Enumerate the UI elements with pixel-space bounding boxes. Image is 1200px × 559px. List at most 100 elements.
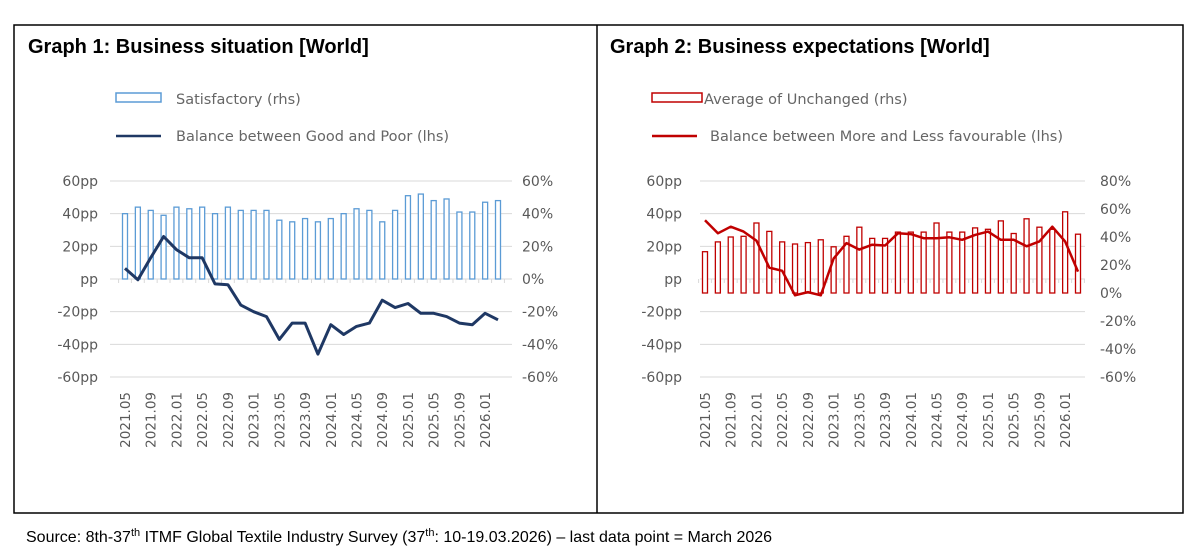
x-tick-label: 2024.05 <box>930 392 946 448</box>
bar-28 <box>1061 211 1069 294</box>
bar-25 <box>443 198 450 280</box>
bar-0 <box>121 213 129 280</box>
bar-8 <box>224 206 232 280</box>
right-tick-label: 0% <box>1100 286 1122 302</box>
x-tick-label: 2023.09 <box>298 392 314 448</box>
right-tick-label: 60% <box>522 174 553 190</box>
right-tick-label: -40% <box>1100 342 1136 358</box>
left-tick-label: 20pp <box>646 239 682 255</box>
bar-16 <box>327 217 334 280</box>
left-tick-label: -20pp <box>57 305 98 321</box>
right-tick-label: -20% <box>1100 314 1136 330</box>
right-tick-label: 0% <box>522 272 544 288</box>
x-tick-label: 2025.01 <box>981 392 997 448</box>
legend-label-balance: Balance between More and Less favourable… <box>710 129 1063 145</box>
bar-18 <box>933 222 940 294</box>
graph2-legend: Average of Unchanged (rhs) Balance betwe… <box>651 92 1063 145</box>
left-tick-label: 20pp <box>62 239 98 255</box>
bar-19 <box>366 209 373 280</box>
right-tick-label: -40% <box>522 337 558 353</box>
bar-21 <box>971 227 979 294</box>
bar-7 <box>791 243 799 294</box>
bar-3 <box>740 235 747 294</box>
bar-13 <box>289 221 296 280</box>
bar-16 <box>907 231 914 294</box>
left-tick-label: -40pp <box>57 337 98 353</box>
bar-1 <box>714 241 722 294</box>
x-tick-label: 2022.09 <box>801 392 817 448</box>
right-tick-label: 60% <box>1100 202 1131 218</box>
x-tick-label: 2021.09 <box>144 392 160 448</box>
bar-17 <box>920 231 927 294</box>
source-sup2: th <box>425 527 434 539</box>
right-tick-label: 20% <box>1100 258 1131 274</box>
left-tick-label: 60pp <box>646 174 682 190</box>
x-tick-label: 2026.01 <box>478 392 494 448</box>
left-tick-label: pp <box>80 272 98 288</box>
bar-15 <box>314 221 322 280</box>
bar-9 <box>237 209 244 280</box>
bar-26 <box>456 211 463 280</box>
x-tick-label: 2022.09 <box>221 392 237 448</box>
bar-29 <box>494 199 502 280</box>
bar-28 <box>481 201 489 280</box>
balance-line <box>124 235 499 356</box>
figure-frame <box>13 24 1184 514</box>
x-tick-label: 2026.01 <box>1058 392 1074 448</box>
source-prefix: Source: 8th-37 <box>26 529 131 546</box>
bar-24 <box>1010 232 1017 294</box>
bar-12 <box>856 226 863 294</box>
bar-14 <box>881 237 889 294</box>
bar-18 <box>353 208 360 280</box>
bar-3 <box>160 214 167 280</box>
bar-8 <box>804 241 812 294</box>
bar-13 <box>869 237 876 294</box>
bar-15 <box>894 231 902 294</box>
x-tick-label: 2025.09 <box>452 392 468 448</box>
left-tick-label: pp <box>664 272 682 288</box>
bar-4 <box>753 222 760 294</box>
source-middle: ITMF Global Textile Industry Survey (37 <box>140 529 425 546</box>
bar-6 <box>779 241 786 294</box>
x-tick-label: 2023.01 <box>827 392 843 448</box>
source-sup1: th <box>131 527 140 539</box>
graph1-plot: 60pp 40pp 20pp pp -20pp -40pp -60pp 60% 40% 20% 0%… <box>57 174 558 448</box>
bar-19 <box>946 231 953 294</box>
x-tick-label: 2022.01 <box>169 392 185 448</box>
bar-2 <box>147 209 154 280</box>
source-note: Source: 8th-37th ITMF Global Textile Ind… <box>26 527 772 546</box>
bar-10 <box>830 246 837 294</box>
bar-25 <box>1023 218 1030 294</box>
graph1-title: Graph 1: Business situation [World] <box>28 36 369 58</box>
x-tick-label: 2025.05 <box>1007 392 1023 448</box>
right-tick-label: 40% <box>1100 230 1131 246</box>
x-tick-label: 2023.05 <box>272 392 288 448</box>
x-tick-label: 2021.09 <box>724 392 740 448</box>
bar-20 <box>959 231 966 294</box>
graph1-legend: Satisfactory (rhs) Balance between Good … <box>115 92 449 145</box>
right-tick-label: 80% <box>1100 174 1131 190</box>
right-tick-label: 40% <box>522 207 553 223</box>
x-tick-label: 2024.09 <box>375 392 391 448</box>
bar-11 <box>263 209 270 280</box>
x-tick-label: 2021.05 <box>118 392 134 448</box>
source-suffix: : 10-19.03.2026) – last data point = Mar… <box>434 529 772 546</box>
bar-14 <box>301 217 309 280</box>
x-tick-label: 2025.01 <box>401 392 417 448</box>
bar-29 <box>1074 233 1082 294</box>
bar-7 <box>211 213 219 280</box>
bar-26 <box>1036 226 1043 294</box>
bar-22 <box>984 228 992 294</box>
bar-27 <box>1049 228 1056 294</box>
x-tick-label: 2022.01 <box>749 392 765 448</box>
bar-20 <box>379 221 386 280</box>
bar-23 <box>997 220 1004 294</box>
bar-11 <box>843 235 850 294</box>
bar-9 <box>817 239 824 294</box>
bar-10 <box>250 209 257 280</box>
x-tick-label: 2024.01 <box>904 392 920 448</box>
bar-5 <box>186 208 193 280</box>
legend-bar-swatch <box>651 92 703 103</box>
legend-label-unchanged: Average of Unchanged (rhs) <box>704 92 907 108</box>
